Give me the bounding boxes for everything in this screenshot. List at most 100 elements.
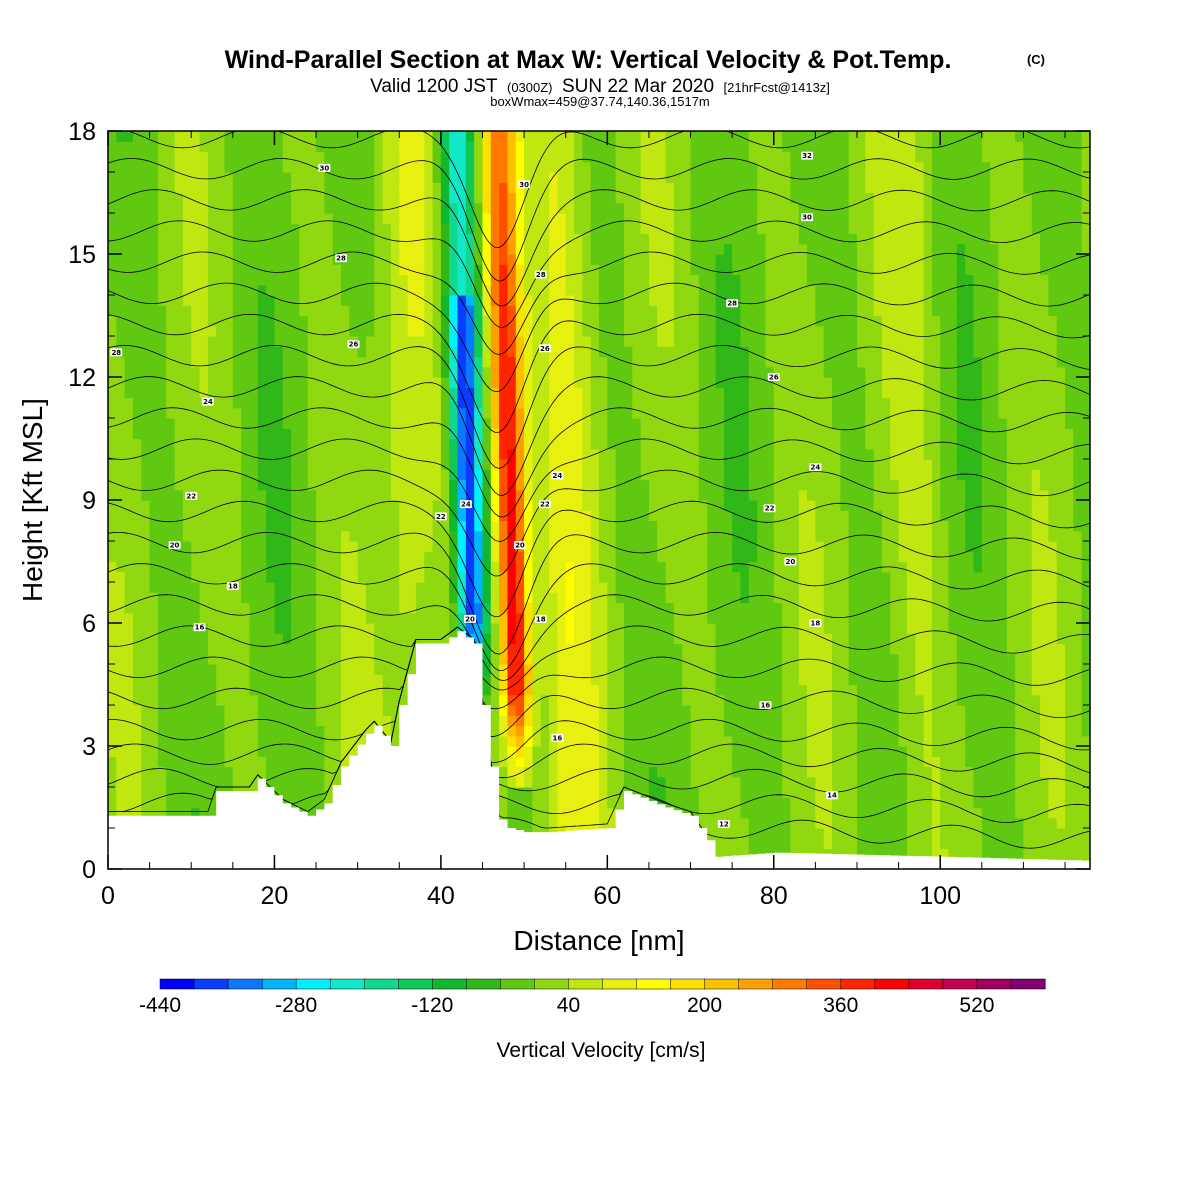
velocity-cell bbox=[940, 623, 950, 634]
velocity-cell bbox=[948, 817, 958, 829]
velocity-cell bbox=[490, 725, 500, 737]
velocity-cell bbox=[607, 807, 617, 819]
velocity-cell bbox=[307, 643, 317, 655]
velocity-cell bbox=[965, 582, 975, 593]
velocity-cell bbox=[923, 510, 933, 522]
velocity-cell bbox=[457, 582, 467, 593]
velocity-cell bbox=[216, 602, 226, 614]
velocity-cell bbox=[1073, 612, 1083, 624]
velocity-cell bbox=[665, 623, 675, 634]
velocity-cell bbox=[773, 489, 783, 501]
velocity-cell bbox=[673, 715, 683, 727]
velocity-cell bbox=[740, 530, 750, 542]
velocity-cell bbox=[898, 469, 908, 481]
velocity-cell bbox=[915, 561, 925, 573]
velocity-cell bbox=[199, 428, 209, 440]
velocity-cell bbox=[823, 459, 833, 470]
velocity-cell bbox=[599, 674, 608, 686]
velocity-cell bbox=[507, 797, 517, 809]
velocity-cell bbox=[1006, 735, 1016, 747]
velocity-cell bbox=[199, 459, 209, 470]
velocity-cell bbox=[274, 561, 284, 573]
velocity-cell bbox=[773, 623, 783, 634]
velocity-cell bbox=[931, 715, 941, 727]
velocity-cell bbox=[524, 561, 534, 573]
velocity-cell bbox=[241, 746, 251, 757]
velocity-cell bbox=[890, 828, 900, 839]
velocity-cell bbox=[981, 479, 991, 491]
velocity-cell bbox=[249, 756, 259, 768]
velocity-cell bbox=[1048, 500, 1058, 511]
velocity-cell bbox=[141, 797, 151, 809]
velocity-cell bbox=[623, 715, 633, 727]
velocity-cell bbox=[906, 746, 916, 757]
velocity-cell bbox=[1065, 541, 1074, 552]
velocity-cell bbox=[307, 807, 317, 819]
velocity-cell bbox=[407, 571, 417, 583]
velocity-cell bbox=[174, 684, 184, 696]
velocity-cell bbox=[923, 459, 933, 470]
velocity-cell bbox=[698, 592, 708, 604]
velocity-cell bbox=[599, 571, 608, 583]
velocity-cell bbox=[291, 479, 300, 491]
velocity-cell bbox=[1006, 817, 1016, 829]
velocity-cell bbox=[990, 797, 1000, 809]
velocity-cell bbox=[990, 551, 1000, 563]
velocity-cell bbox=[182, 633, 192, 645]
velocity-cell bbox=[632, 766, 642, 778]
velocity-cell bbox=[948, 828, 958, 839]
velocity-cell bbox=[1081, 787, 1090, 798]
velocity-cell bbox=[840, 592, 850, 604]
velocity-cell bbox=[1040, 807, 1049, 819]
velocity-cell bbox=[1065, 592, 1074, 604]
velocity-cell bbox=[657, 551, 667, 563]
velocity-cell bbox=[457, 530, 467, 542]
velocity-cell bbox=[182, 674, 192, 686]
velocity-cell bbox=[798, 684, 808, 696]
velocity-cell bbox=[299, 684, 309, 696]
velocity-cell bbox=[307, 694, 317, 706]
velocity-cell bbox=[890, 479, 900, 491]
velocity-cell bbox=[998, 623, 1008, 634]
velocity-cell bbox=[357, 510, 367, 522]
velocity-cell bbox=[707, 664, 717, 675]
velocity-cell bbox=[707, 520, 717, 532]
velocity-cell bbox=[782, 612, 791, 624]
velocity-cell bbox=[998, 592, 1008, 604]
velocity-cell bbox=[965, 561, 975, 573]
velocity-cell bbox=[1031, 787, 1041, 798]
velocity-cell bbox=[757, 653, 767, 665]
velocity-cell bbox=[324, 500, 334, 511]
velocity-cell bbox=[141, 653, 151, 665]
velocity-cell bbox=[707, 592, 717, 604]
velocity-cell bbox=[1048, 694, 1058, 706]
velocity-cell bbox=[715, 694, 725, 706]
velocity-cell bbox=[1065, 633, 1074, 645]
velocity-cell bbox=[207, 561, 217, 573]
velocity-cell bbox=[765, 602, 775, 614]
velocity-cell bbox=[773, 807, 783, 819]
velocity-cell bbox=[956, 797, 966, 809]
velocity-cell bbox=[149, 756, 159, 768]
velocity-cell bbox=[1056, 807, 1066, 819]
velocity-cell bbox=[524, 582, 534, 593]
velocity-cell bbox=[940, 776, 950, 788]
velocity-cell bbox=[199, 653, 209, 665]
velocity-cell bbox=[174, 653, 184, 665]
velocity-cell bbox=[915, 571, 925, 583]
velocity-cell bbox=[365, 623, 375, 634]
velocity-cell bbox=[599, 715, 608, 727]
velocity-cell bbox=[249, 510, 259, 522]
velocity-cell bbox=[906, 797, 916, 809]
velocity-cell bbox=[715, 684, 725, 696]
velocity-cell bbox=[191, 776, 201, 788]
velocity-cell bbox=[682, 694, 692, 706]
velocity-cell bbox=[174, 448, 184, 460]
velocity-cell bbox=[956, 592, 966, 604]
velocity-cell bbox=[1023, 530, 1033, 542]
velocity-cell bbox=[440, 633, 450, 645]
velocity-cell bbox=[257, 664, 267, 675]
velocity-cell bbox=[282, 561, 292, 573]
velocity-cell bbox=[690, 438, 700, 450]
velocity-cell bbox=[906, 571, 916, 583]
